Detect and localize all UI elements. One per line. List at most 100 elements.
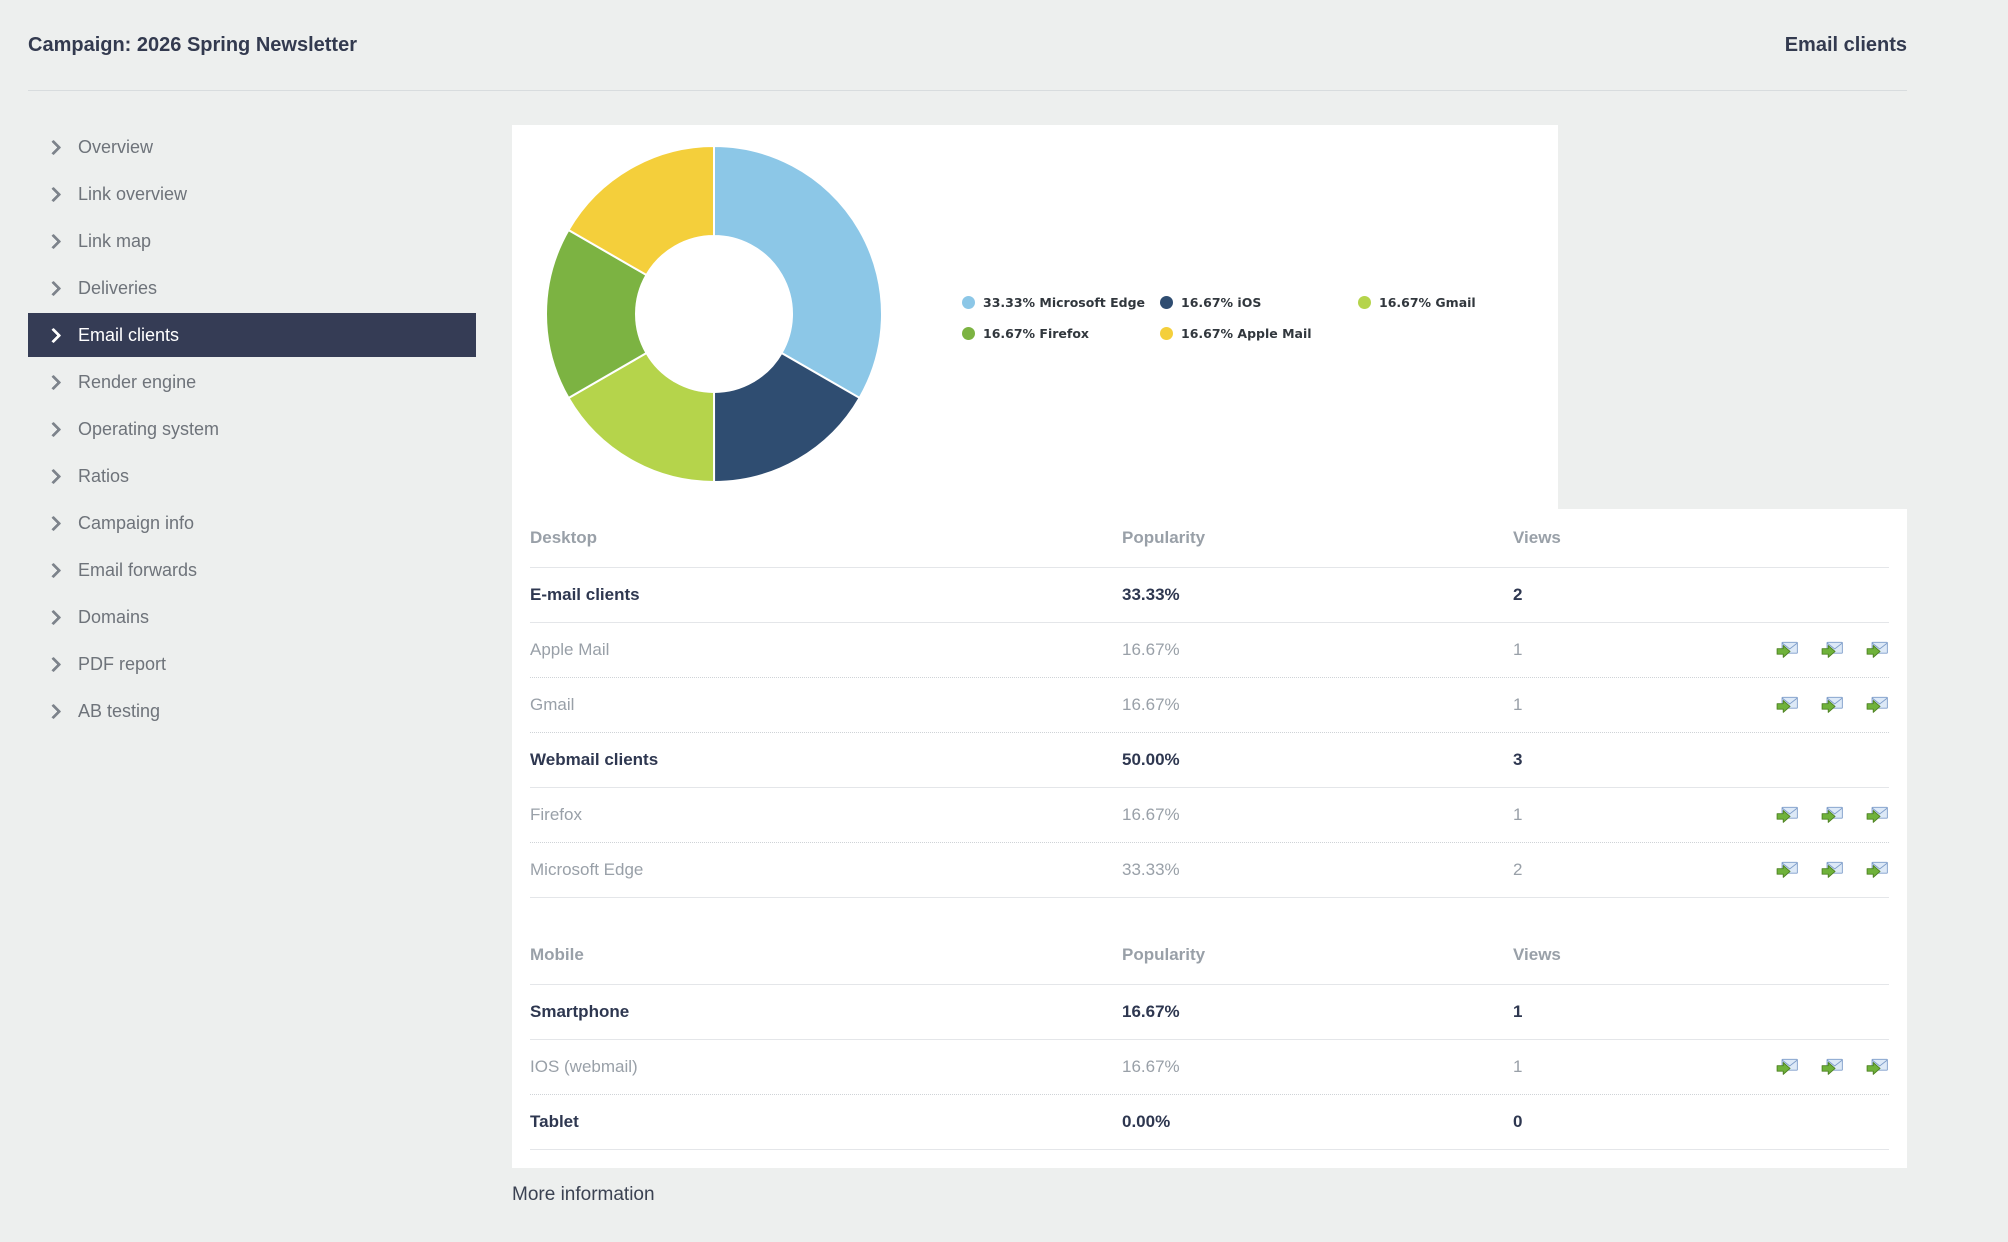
legend-item-firefox[interactable]: 16.67% Firefox — [962, 326, 1160, 341]
table-row-apple-mail: Apple Mail 16.67% 1 — [530, 623, 1889, 678]
row-actions — [1768, 806, 1889, 824]
sidebar-item-render-engine[interactable]: Render engine — [28, 360, 476, 404]
mobile-table: Mobile Popularity Views Smartphone 16.67% 1 IO… — [512, 926, 1907, 1150]
sidebar-item-ab-testing[interactable]: AB testing — [28, 689, 476, 733]
forward-email-icon[interactable] — [1865, 861, 1889, 879]
donut-slice-ios[interactable] — [713, 351, 861, 483]
sidebar-item-label: Link overview — [78, 183, 188, 204]
legend-item-microsoft-edge[interactable]: 33.33% Microsoft Edge — [962, 295, 1160, 310]
row-actions — [1768, 1058, 1889, 1076]
legend-item-ios[interactable]: 16.67% iOS — [1160, 295, 1358, 310]
column-header-views: Views — [1513, 528, 1561, 547]
table-row-smartphone: Smartphone 16.67% 1 — [530, 985, 1889, 1040]
forward-email-icon[interactable] — [1865, 641, 1889, 659]
sidebar-item-label: Email clients — [78, 324, 180, 345]
row-popularity: 16.67% — [1122, 805, 1180, 824]
table-row-firefox: Firefox 16.67% 1 — [530, 788, 1889, 843]
row-popularity: 16.67% — [1122, 1002, 1180, 1021]
table-row-e-mail-clients: E-mail clients 33.33% 2 — [530, 568, 1889, 623]
row-views: 2 — [1513, 860, 1523, 879]
more-information-link[interactable]: More information — [512, 1184, 655, 1205]
row-popularity: 0.00% — [1122, 1112, 1171, 1131]
main-panel: 33.33% Microsoft Edge 16.67% iOS 16.67% Gm… — [512, 125, 1907, 1206]
row-actions — [1768, 861, 1889, 879]
sidebar-item-deliveries[interactable]: Deliveries — [28, 266, 476, 310]
campaign-title: Campaign: 2026 Spring Newsletter — [28, 33, 357, 56]
legend-item-apple-mail[interactable]: 16.67% Apple Mail — [1160, 326, 1358, 341]
sidebar-item-label: Campaign info — [78, 512, 195, 533]
table-header-row: Mobile Popularity Views — [530, 926, 1889, 985]
donut-slice-microsoft-edge[interactable] — [713, 145, 883, 399]
row-popularity: 33.33% — [1122, 585, 1180, 604]
content-area: Overview Link overview Link map Deliveries E… — [28, 125, 2008, 1206]
chevron-right-icon — [48, 189, 70, 200]
forward-email-icon[interactable] — [1775, 861, 1799, 879]
desktop-table: Desktop Popularity Views E-mail clients 33.3… — [512, 509, 1907, 898]
row-views: 1 — [1513, 1057, 1523, 1076]
forward-email-icon[interactable] — [1820, 1058, 1844, 1076]
table-row-microsoft-edge: Microsoft Edge 33.33% 2 — [530, 843, 1889, 898]
forward-email-icon[interactable] — [1820, 806, 1844, 824]
legend-item-label: 16.67% iOS — [1181, 295, 1262, 310]
row-label: Gmail — [530, 695, 575, 714]
column-header-views: Views — [1513, 945, 1561, 964]
legend-item-label: 16.67% Apple Mail — [1181, 326, 1312, 341]
sidebar-item-label: Deliveries — [78, 277, 158, 298]
chevron-right-icon — [48, 283, 70, 294]
donut-slice-firefox[interactable] — [545, 229, 648, 400]
chevron-right-icon — [48, 471, 70, 482]
forward-email-icon[interactable] — [1865, 696, 1889, 714]
forward-email-icon[interactable] — [1865, 806, 1889, 824]
sidebar-item-operating-system[interactable]: Operating system — [28, 407, 476, 451]
donut-slice-gmail[interactable] — [567, 352, 716, 483]
sidebar-item-campaign-info[interactable]: Campaign info — [28, 501, 476, 545]
chevron-right-icon — [48, 377, 70, 388]
email-clients-chart-card: 33.33% Microsoft Edge 16.67% iOS 16.67% Gm… — [512, 125, 1558, 509]
sidebar-item-email-clients[interactable]: Email clients — [28, 313, 476, 357]
table-row-tablet: Tablet 0.00% 0 — [530, 1095, 1889, 1150]
row-views: 1 — [1513, 805, 1523, 824]
sidebar-item-domains[interactable]: Domains — [28, 595, 476, 639]
chevron-right-icon — [48, 659, 70, 670]
sidebar-item-link-map[interactable]: Link map — [28, 219, 476, 263]
sidebar-item-ratios[interactable]: Ratios — [28, 454, 476, 498]
page-header: Campaign: 2026 Spring Newsletter Email c… — [28, 0, 1907, 91]
forward-email-icon[interactable] — [1775, 1058, 1799, 1076]
sidebar-item-link-overview[interactable]: Link overview — [28, 172, 476, 216]
sidebar-item-label: Link map — [78, 230, 152, 251]
table-row-ios-webmail: IOS (webmail) 16.67% 1 — [530, 1040, 1889, 1095]
legend-item-label: 33.33% Microsoft Edge — [983, 295, 1146, 310]
chevron-right-icon — [48, 330, 70, 341]
row-popularity: 16.67% — [1122, 1057, 1180, 1076]
forward-email-icon[interactable] — [1865, 1058, 1889, 1076]
legend-item-gmail[interactable]: 16.67% Gmail — [1358, 295, 1608, 310]
sidebar-item-label: Email forwards — [78, 559, 198, 580]
chevron-right-icon — [48, 612, 70, 623]
table-row-gmail: Gmail 16.67% 1 — [530, 678, 1889, 733]
donut-slice-apple-mail[interactable] — [567, 145, 715, 277]
forward-email-icon[interactable] — [1775, 641, 1799, 659]
legend-item-label: 16.67% Firefox — [983, 326, 1089, 341]
chevron-right-icon — [48, 706, 70, 717]
legend-dot-icon — [1160, 296, 1173, 309]
column-header-popularity: Popularity — [1122, 945, 1206, 964]
row-actions — [1768, 641, 1889, 659]
sidebar-list: Overview Link overview Link map Deliveries E… — [28, 125, 476, 733]
stats-table-card: Desktop Popularity Views E-mail clients 33.3… — [512, 509, 1907, 1168]
table-row-webmail-clients: Webmail clients 50.00% 3 — [530, 733, 1889, 788]
forward-email-icon[interactable] — [1820, 696, 1844, 714]
row-actions — [1768, 696, 1889, 714]
row-views: 0 — [1513, 1112, 1523, 1131]
row-label: Microsoft Edge — [530, 860, 644, 879]
forward-email-icon[interactable] — [1820, 641, 1844, 659]
chevron-right-icon — [48, 236, 70, 247]
sidebar-item-pdf-report[interactable]: PDF report — [28, 642, 476, 686]
row-label: Smartphone — [530, 1002, 630, 1021]
sidebar-item-email-forwards[interactable]: Email forwards — [28, 548, 476, 592]
forward-email-icon[interactable] — [1775, 806, 1799, 824]
forward-email-icon[interactable] — [1775, 696, 1799, 714]
forward-email-icon[interactable] — [1820, 861, 1844, 879]
sidebar-item-overview[interactable]: Overview — [28, 125, 476, 169]
sidebar-item-label: Operating system — [78, 418, 220, 439]
row-label: IOS (webmail) — [530, 1057, 638, 1076]
